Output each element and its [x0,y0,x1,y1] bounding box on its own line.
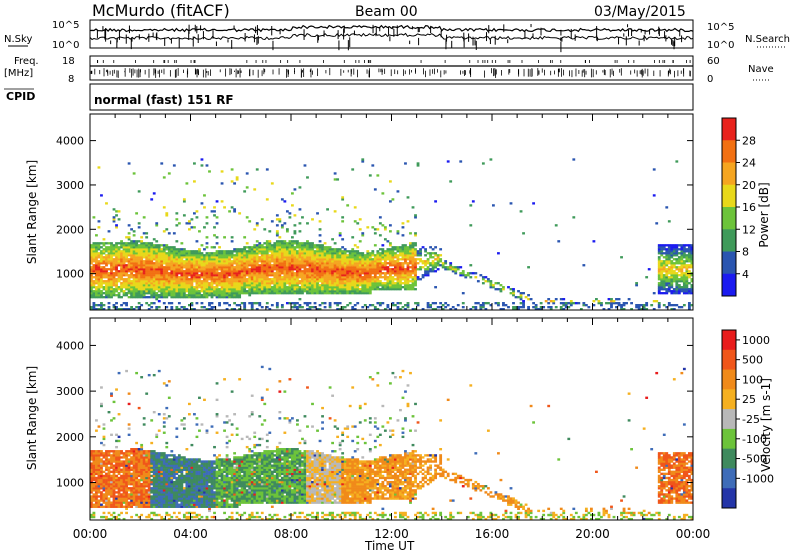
cpid-value: normal (fast) 151 RF [94,93,234,107]
colorbar-segment [722,207,736,230]
power-ylabel: Slant Range [km] [25,160,39,264]
colorbar-tick-label: -1000 [742,472,774,485]
time-tick-label: 16:00 [475,527,510,541]
time-tick-label: 08:00 [274,527,309,541]
nsearch-label: N.Search [745,34,790,45]
nave-tick-60: 60 [707,56,720,67]
freq-marks [90,60,691,78]
noise-sky-line [89,24,694,33]
time-axis-title: Time UT [364,539,415,553]
colorbar-tick-label: 12 [742,223,756,236]
colorbar-segment [722,273,736,297]
colorbar-segment [722,184,736,208]
power-panel: 1000 2000 3000 4000 [56,113,694,311]
power-colorbar: 28 24 20 16 12 8 4 [721,117,756,297]
colorbar-segment [722,330,736,351]
time-axis-labels: 00:00 04:00 08:00 12:00 16:00 20:00 00:00 [73,527,711,541]
y-tick-label: 1000 [56,477,84,490]
station-title: McMurdo (fitACF) [92,1,230,20]
y-tick-label: 2000 [56,223,84,236]
colorbar-segment [722,251,736,275]
time-tick-label: 00:00 [73,527,108,541]
colorbar-tick-label: 28 [742,134,756,147]
noise-right-top-label: 10^5 [707,22,734,33]
freq-panel [89,55,694,81]
colorbar-tick-label: 25 [742,393,756,406]
power-heatmap [90,158,694,311]
y-tick-label: 3000 [56,385,84,398]
mhz-label: [MHz] [4,68,33,79]
beam-title: Beam 00 [355,4,418,20]
colorbar-segment [722,140,736,163]
velocity-colorbar: 1000 500 100 25 -25 -100 -500 -1000 [721,329,774,509]
noise-search-line [89,32,694,41]
time-tick-label: 12:00 [374,527,409,541]
colorbar-tick-label: 8 [742,246,749,259]
velocity-heatmap [90,365,694,521]
y-tick-label: 3000 [56,179,84,192]
colorbar-segment [722,349,736,371]
time-tick-label: 20:00 [575,527,610,541]
velocity-panel: 1000 2000 3000 4000 [56,317,694,521]
nave-tick-0: 0 [707,74,713,85]
time-tick-label: 00:00 [676,527,711,541]
colorbar-tick-label: -25 [742,413,760,426]
colorbar-segment [722,118,736,141]
colorbar-segment [722,468,736,489]
date-title: 03/May/2015 [594,4,686,20]
noise-right-bottom-label: 10^0 [707,40,734,51]
noise-spikes [96,24,683,53]
y-tick-label: 4000 [56,135,84,148]
power-colorbar-label: Power [dB] [757,182,771,247]
colorbar-tick-label: -500 [742,453,767,466]
velocity-colorbar-label: Velocity [m s-1] [759,378,773,472]
colorbar-segment [722,162,736,186]
colorbar-segment [722,428,736,450]
y-tick-label: 2000 [56,431,84,444]
colorbar-tick-label: -100 [742,433,767,446]
colorbar-segment [722,488,736,509]
freq-tick-18: 18 [62,56,75,67]
colorbar-segment [722,409,736,430]
velocity-y-axis: 1000 2000 3000 4000 [56,339,693,490]
cpid-panel [89,83,694,111]
nsky-label: N.Sky [4,34,32,45]
cpid-label: CPID [6,90,35,103]
colorbar-tick-label: 100 [742,373,763,386]
velocity-x-axis [89,318,694,520]
power-x-axis [89,114,694,310]
colorbar-tick-label: 1000 [742,334,770,347]
colorbar-segment [722,389,736,410]
noise-top-label: 10^5 [52,20,79,31]
noise-panel [89,19,694,53]
y-tick-label: 1000 [56,268,84,281]
colorbar-segment [722,448,736,469]
colorbar-tick-label: 500 [742,354,763,367]
velocity-ylabel: Slant Range [km] [25,366,39,470]
power-y-axis: 1000 2000 3000 4000 [56,135,693,281]
colorbar-segment [722,229,736,252]
colorbar-tick-label: 24 [742,157,756,170]
y-tick-label: 4000 [56,339,84,352]
time-tick-label: 04:00 [173,527,208,541]
colorbar-tick-label: 4 [742,268,749,281]
colorbar-tick-label: 20 [742,179,756,192]
colorbar-tick-label: 16 [742,201,756,214]
freq-label: Freq. [14,56,39,67]
nave-label: Nave [748,64,774,75]
colorbar-segment [722,369,736,390]
noise-bottom-label: 10^0 [52,40,79,51]
freq-tick-8: 8 [68,74,74,85]
